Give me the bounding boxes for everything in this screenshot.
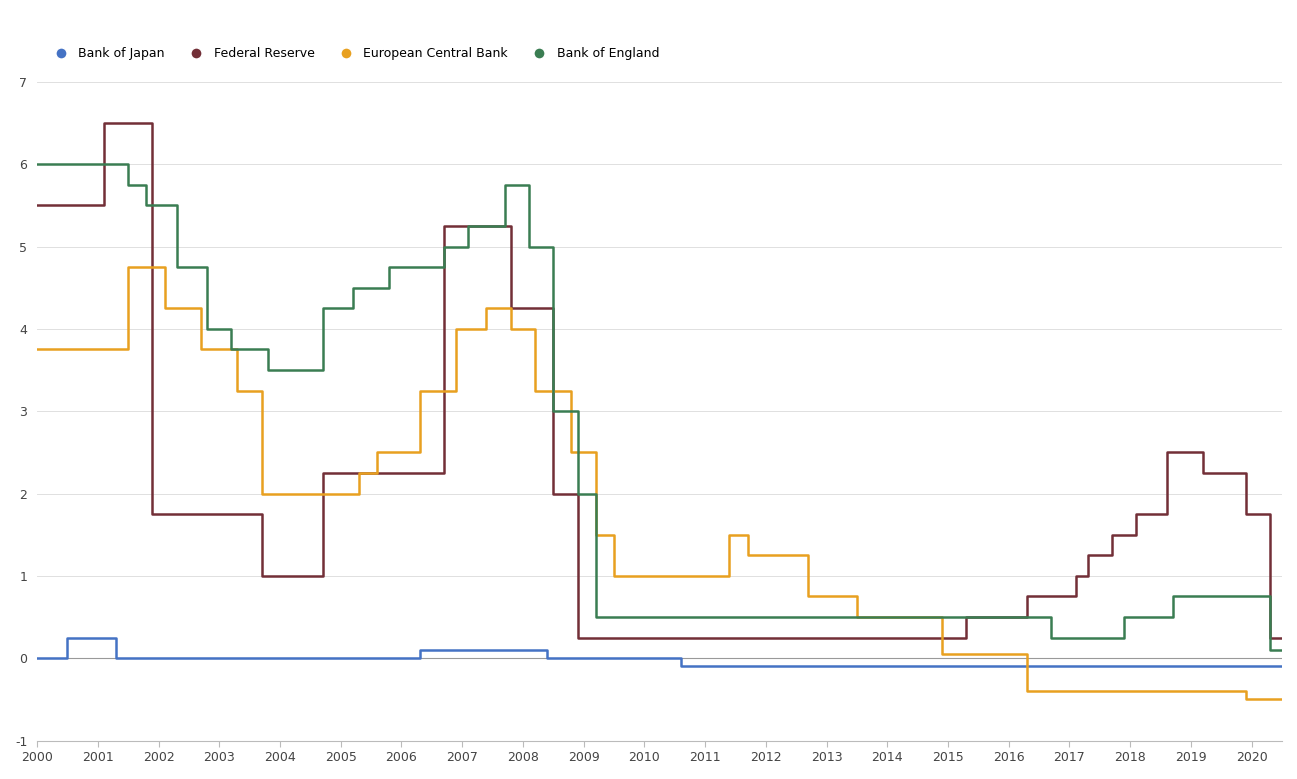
Legend: Bank of Japan, Federal Reserve, European Central Bank, Bank of England: Bank of Japan, Federal Reserve, European… [43,42,664,65]
